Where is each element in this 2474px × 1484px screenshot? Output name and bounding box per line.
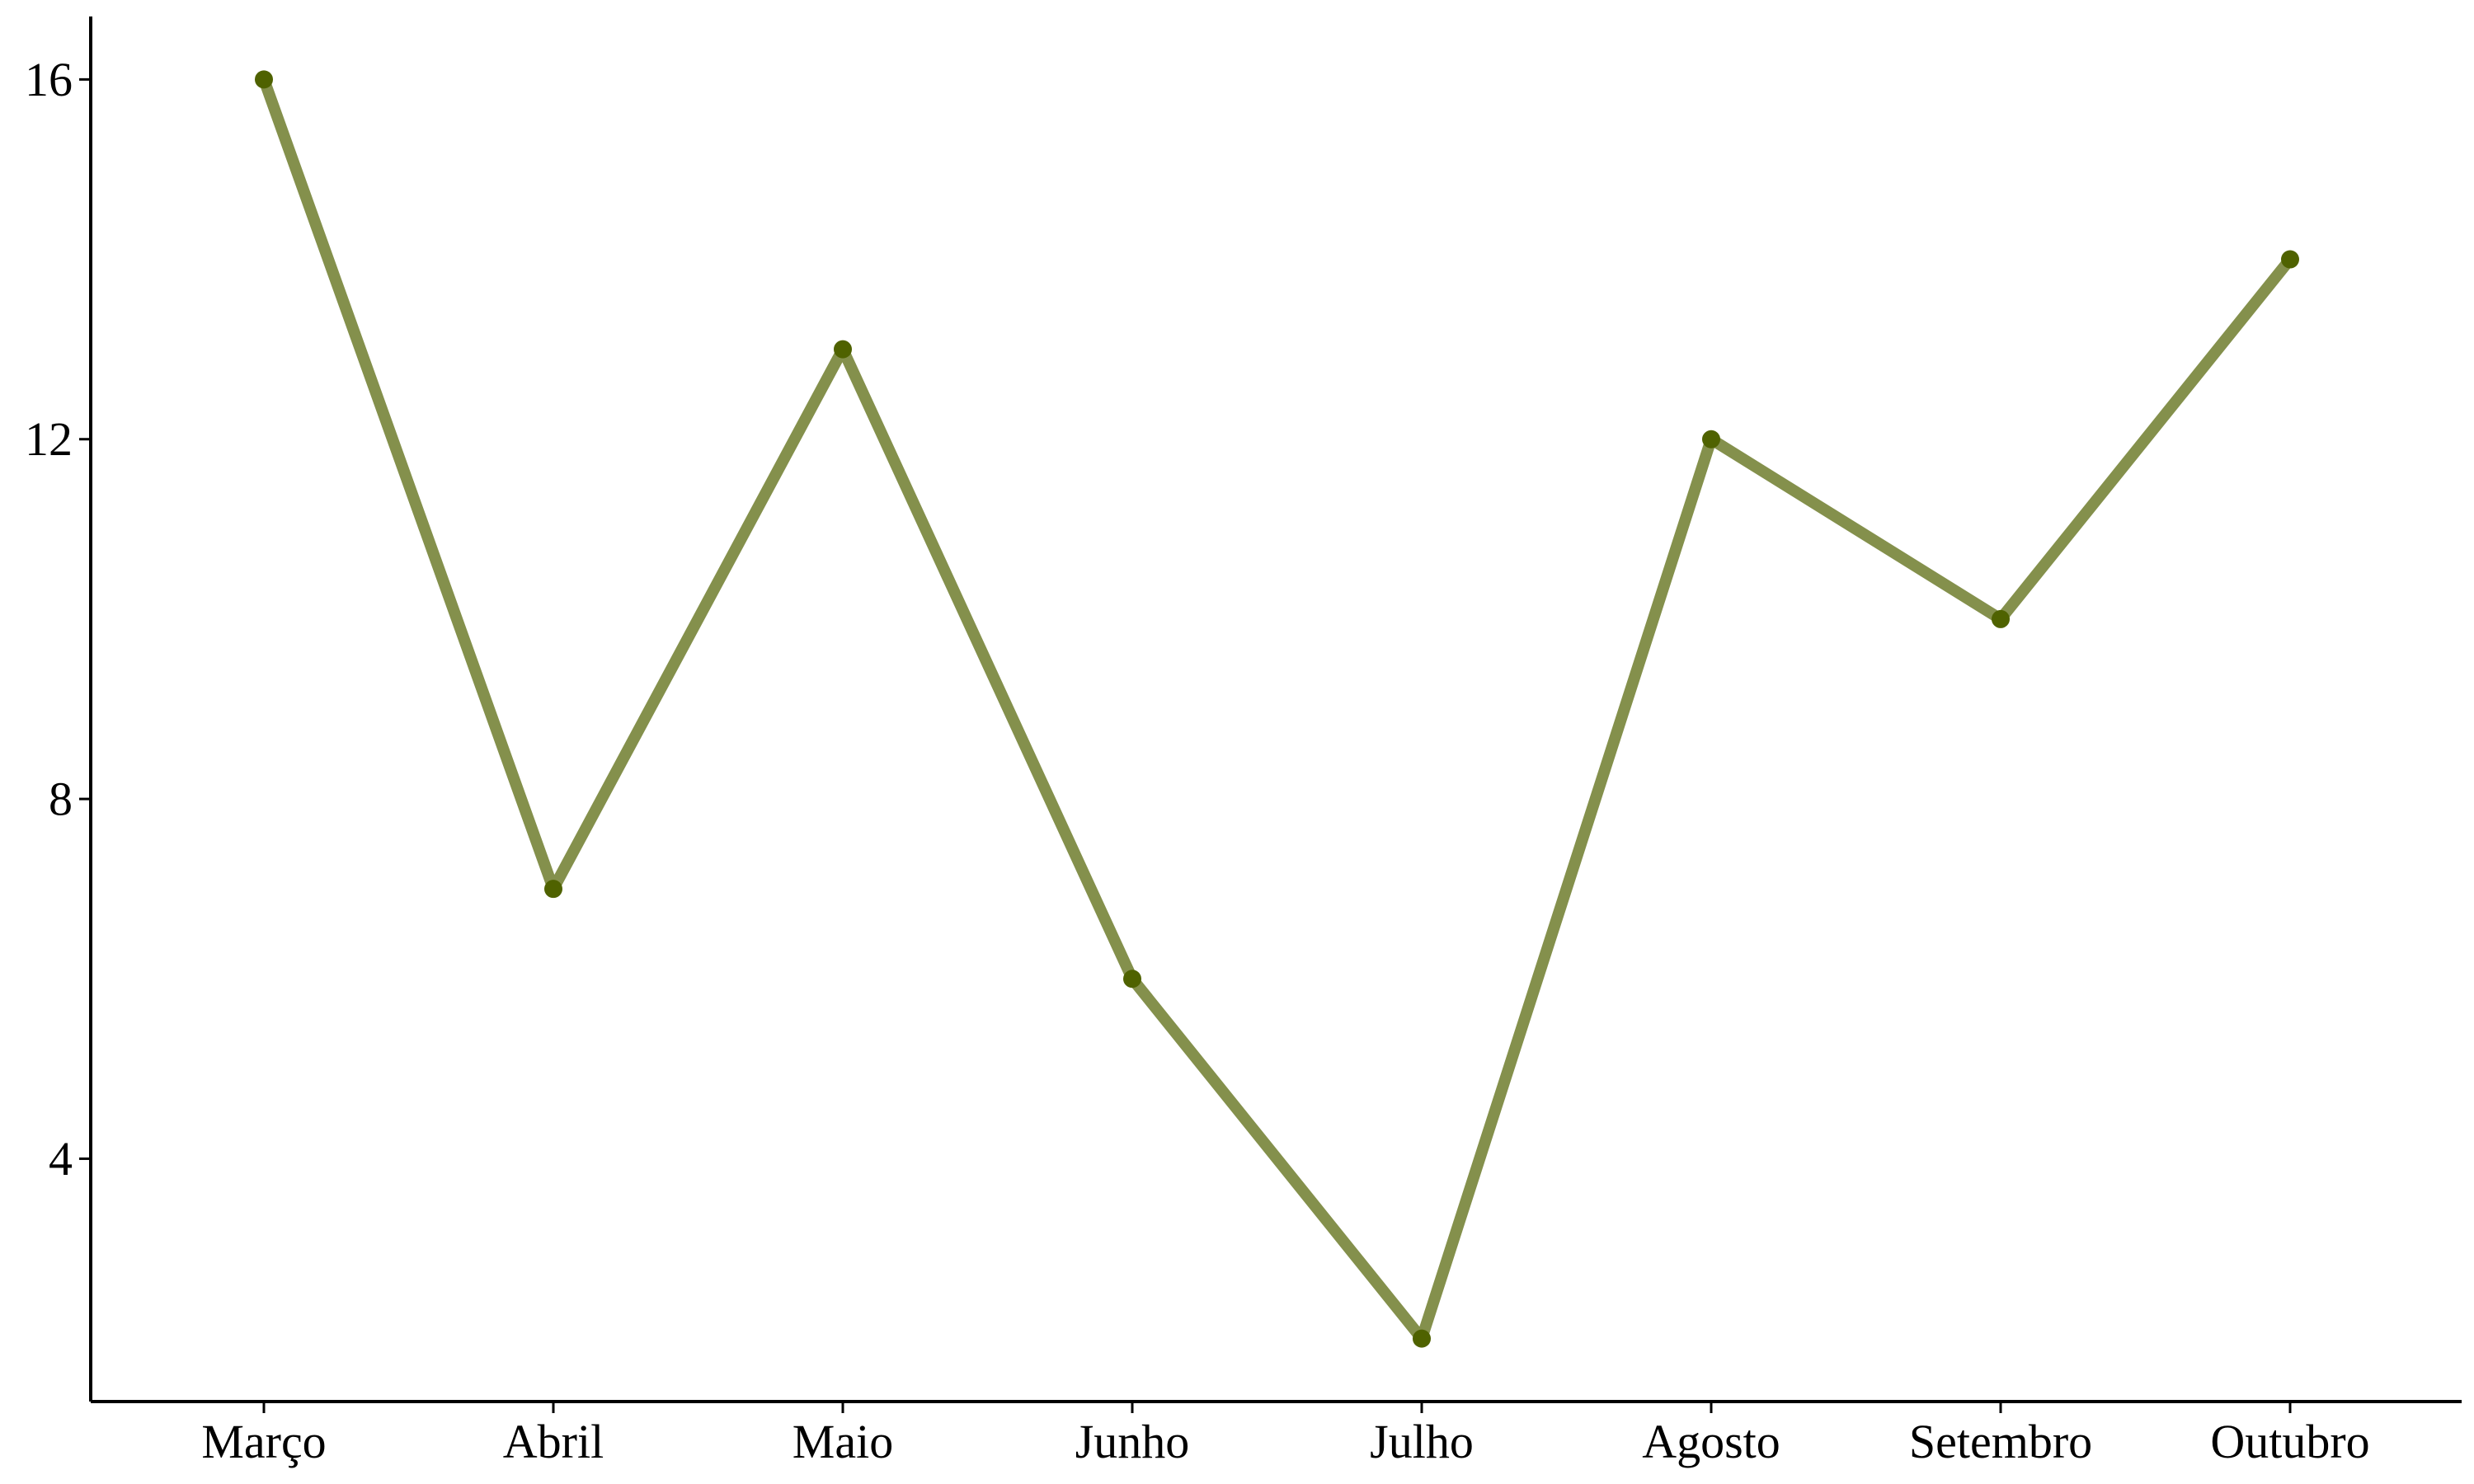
points-layer bbox=[255, 70, 2299, 1348]
x-tick-label: Julho bbox=[1370, 1415, 1474, 1468]
x-tick-label: Outubro bbox=[2210, 1415, 2369, 1468]
x-tick-label: Abril bbox=[503, 1415, 604, 1468]
y-tick-label: 16 bbox=[25, 53, 73, 106]
y-tick-label: 4 bbox=[49, 1132, 73, 1186]
data-point bbox=[1413, 1329, 1431, 1348]
x-tick-label: Agosto bbox=[1642, 1415, 1780, 1468]
series-layer bbox=[258, 73, 2296, 1345]
series-line bbox=[258, 73, 2296, 1345]
data-point bbox=[544, 880, 562, 899]
x-tick-label: Setembro bbox=[1909, 1415, 2092, 1468]
data-point bbox=[1702, 430, 1720, 448]
data-point bbox=[1992, 609, 2010, 628]
data-point bbox=[834, 340, 852, 359]
data-point bbox=[1123, 970, 1141, 989]
data-point bbox=[255, 70, 273, 89]
x-tick-label: Março bbox=[201, 1415, 326, 1468]
y-tick-label: 12 bbox=[25, 412, 73, 466]
axes: 4 8 12 16 Março Abril Maio Junho Julho Agosto Sete… bbox=[25, 16, 2462, 1468]
data-point bbox=[2281, 250, 2299, 269]
x-tick-label: Junho bbox=[1075, 1415, 1190, 1468]
x-tick-label: Maio bbox=[793, 1415, 893, 1468]
y-tick-label: 8 bbox=[49, 773, 73, 826]
